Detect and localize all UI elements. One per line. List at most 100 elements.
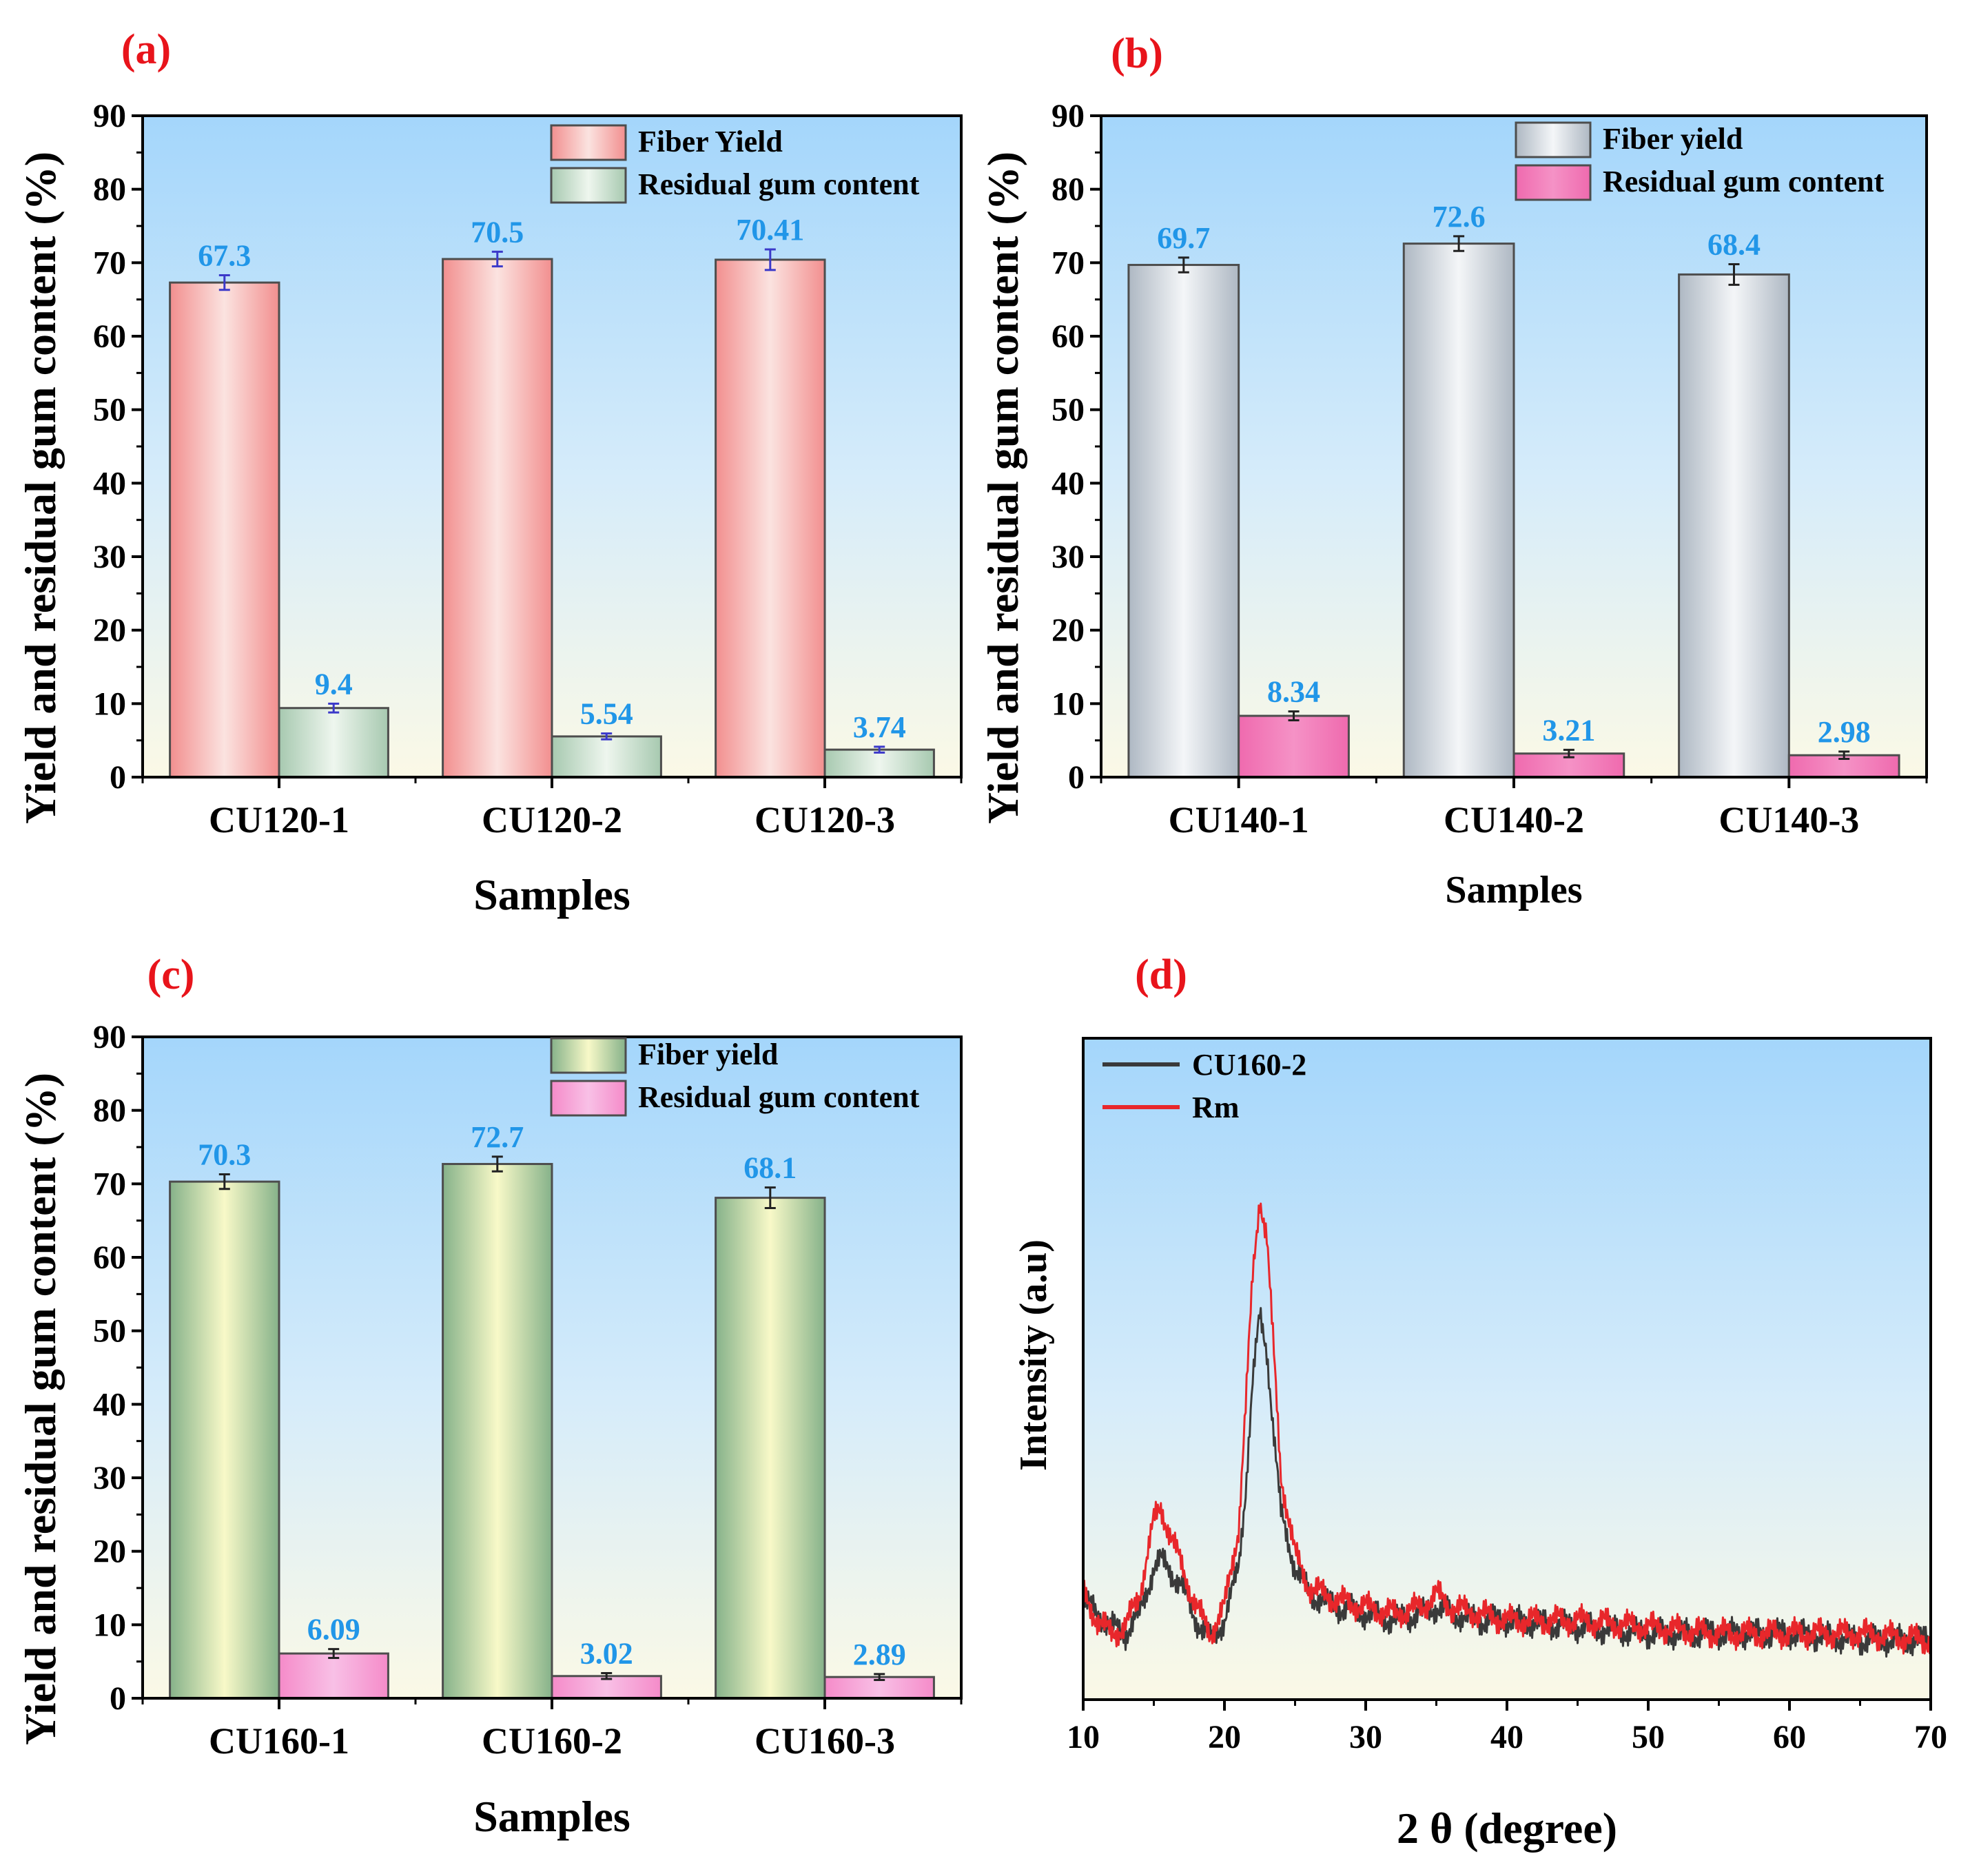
- data-label: 70.5: [471, 215, 524, 249]
- y-tick-label: 40: [93, 465, 126, 502]
- legend-label-0: Fiber Yield: [638, 125, 783, 158]
- bar-fiber-yield-0: [169, 1180, 280, 1700]
- legend-label-1: Residual gum content: [1603, 165, 1885, 198]
- line-chart-panel-3: (d) 10 20 30 40 50 60 70 CU160-2 Rm Intensity (a.u…: [1012, 951, 1947, 1853]
- y-tick-label: 40: [93, 1386, 126, 1423]
- plot-background: [1083, 1038, 1931, 1700]
- y-axis-title: Yield and residual gum content (%): [978, 152, 1027, 824]
- x-tick-label: 20: [1208, 1719, 1241, 1755]
- bar-fiber-yield-1: [1402, 243, 1515, 779]
- bar-residual-gum-1: [551, 735, 662, 779]
- y-tick-label: 90: [1051, 98, 1085, 134]
- legend-label-0: Fiber yield: [1603, 122, 1743, 156]
- y-tick-label: 10: [93, 1607, 126, 1643]
- y-tick-label: 60: [93, 318, 126, 355]
- legend-swatch-0: [550, 1037, 627, 1074]
- bar-fiber-yield-2: [715, 1197, 826, 1700]
- x-tick-label: 30: [1349, 1719, 1382, 1755]
- bar-residual-gum-0: [278, 707, 389, 779]
- data-label: 68.1: [743, 1151, 797, 1185]
- legend-swatch-1: [1515, 164, 1592, 201]
- bar-fiber-yield-1: [442, 258, 553, 779]
- y-tick-label: 80: [93, 172, 126, 208]
- category-label: CU160-3: [755, 1720, 895, 1762]
- bar-fiber-yield-0: [1127, 264, 1240, 779]
- y-tick-label: 40: [1051, 465, 1085, 502]
- bar-fiber-yield-1: [442, 1163, 553, 1700]
- x-tick-label: 10: [1067, 1719, 1100, 1755]
- category-label: CU160-2: [482, 1720, 622, 1762]
- bar-residual-gum-2: [823, 748, 935, 779]
- data-label: 67.3: [198, 238, 251, 272]
- x-tick-label: 40: [1490, 1719, 1523, 1755]
- y-axis-title: Yield and residual gum content (%): [16, 152, 65, 824]
- category-label: CU140-1: [1169, 799, 1309, 841]
- bar-residual-gum-0: [1238, 714, 1350, 779]
- x-tick-label: 60: [1773, 1719, 1806, 1755]
- legend-swatch-1: [550, 167, 627, 204]
- plot-frame: [1082, 1037, 1932, 1701]
- panel-label: (c): [147, 951, 195, 998]
- plot-frame: [141, 1035, 963, 1700]
- category-label: CU120-3: [755, 799, 895, 841]
- y-tick-label: 50: [93, 1313, 126, 1350]
- panel-label: (d): [1135, 951, 1187, 998]
- y-tick-label: 0: [110, 1680, 126, 1717]
- y-tick-label: 30: [93, 1460, 126, 1496]
- x-axis-title: Samples: [1445, 869, 1582, 911]
- category-label: CU120-1: [209, 799, 349, 841]
- y-tick-label: 80: [93, 1093, 126, 1129]
- data-label: 3.21: [1542, 713, 1595, 747]
- plot-frame: [1100, 114, 1928, 779]
- y-tick-label: 50: [1051, 392, 1085, 429]
- bar-residual-gum-0: [278, 1652, 389, 1700]
- y-tick-label: 60: [93, 1239, 126, 1276]
- data-label: 2.89: [853, 1638, 906, 1671]
- data-label: 8.34: [1267, 675, 1320, 709]
- y-tick-label: 70: [1051, 245, 1085, 281]
- y-tick-label: 90: [93, 98, 126, 134]
- data-label: 2.98: [1818, 715, 1871, 749]
- y-tick-label: 80: [1051, 172, 1085, 208]
- data-label: 70.3: [198, 1137, 251, 1171]
- plot-frame: [141, 114, 963, 779]
- y-tick-label: 20: [1051, 612, 1085, 649]
- xrd-line-rm: [1082, 1202, 1932, 1655]
- category-label: CU140-3: [1718, 799, 1859, 841]
- bar-fiber-yield-2: [1678, 273, 1790, 779]
- y-tick-label: 30: [1051, 539, 1085, 575]
- bar-fiber-yield-2: [715, 258, 826, 779]
- bar-fiber-yield-0: [169, 281, 280, 779]
- data-label: 3.74: [853, 710, 906, 744]
- x-tick-label: 50: [1632, 1719, 1665, 1755]
- bar-chart-panel-1: (b) 0 10 20 30 40 50 60 70 80 90 69.7 8.34 CU140-1 72.…: [978, 30, 1928, 911]
- bar-chart-panel-0: (a) 0 10 20 30 40 50 60 70 80 90 67.3 9.4 CU120-1 70.5…: [16, 26, 963, 919]
- y-tick-label: 10: [93, 686, 126, 722]
- data-label: 68.4: [1707, 227, 1761, 261]
- y-tick-label: 10: [1051, 686, 1085, 722]
- category-label: CU140-2: [1444, 799, 1584, 841]
- y-tick-label: 50: [93, 392, 126, 429]
- x-tick-label: 70: [1914, 1719, 1947, 1755]
- y-tick-label: 60: [1051, 318, 1085, 355]
- legend-label-1: Residual gum content: [638, 1080, 920, 1114]
- data-label: 72.7: [471, 1120, 524, 1154]
- data-label: 70.41: [736, 213, 804, 247]
- x-axis-title: Samples: [473, 1792, 630, 1841]
- y-tick-label: 90: [93, 1019, 126, 1055]
- x-axis-title: 2 θ (degree): [1397, 1804, 1617, 1853]
- y-tick-label: 20: [93, 1534, 126, 1570]
- data-label: 3.02: [580, 1637, 633, 1671]
- legend-label-1: Residual gum content: [638, 167, 920, 201]
- y-tick-label: 0: [110, 759, 126, 796]
- data-label: 69.7: [1157, 221, 1210, 255]
- y-axis-title: Intensity (a.u): [1012, 1239, 1055, 1471]
- legend-label-1: Rm: [1192, 1091, 1239, 1124]
- x-axis-title: Samples: [473, 870, 630, 919]
- data-label: 5.54: [580, 697, 633, 731]
- data-label: 72.6: [1433, 200, 1486, 234]
- legend-swatch-1: [550, 1080, 627, 1117]
- y-tick-label: 70: [93, 245, 126, 281]
- legend-label-0: CU160-2: [1192, 1048, 1306, 1082]
